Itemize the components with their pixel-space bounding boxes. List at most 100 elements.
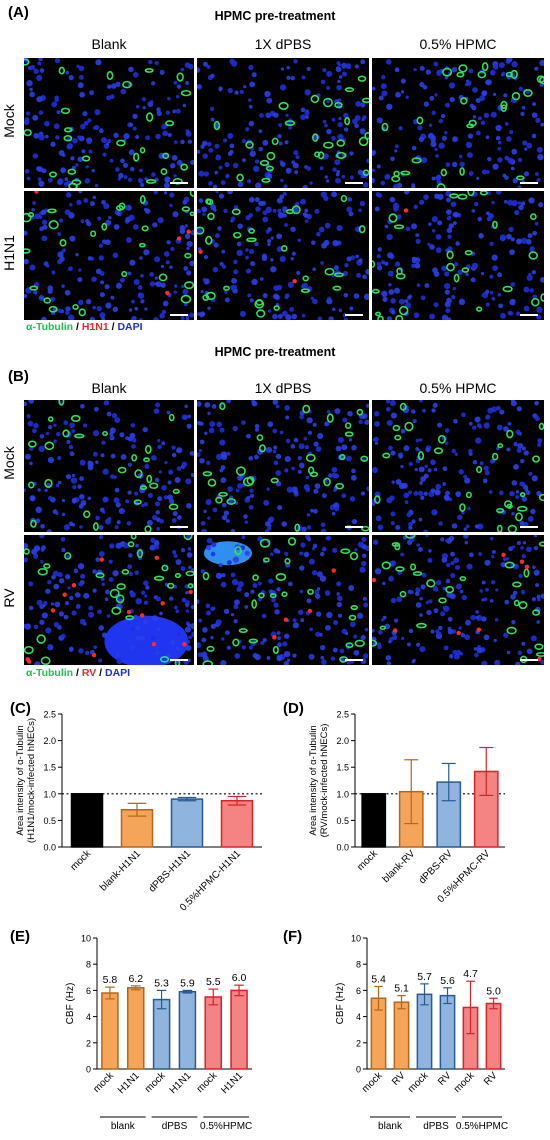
legend-rv: RV [81,667,97,679]
data-label: 5.4 [371,973,386,985]
x-tick-label: mock [452,1070,477,1095]
data-label: 5.0 [486,985,501,997]
y-tick-label: 1.5 [336,763,349,773]
x-tick-label: H1N1 [168,1070,194,1096]
panel-a-legend: α-Tubulin / H1N1 / DAPI [26,321,143,333]
x-tick-label: RV [390,1070,408,1088]
bar [439,994,456,1070]
chart-d: 0.0 0.5 1.0 1.5 2.0 2.5 Area intensity of α-Tu… [308,710,505,905]
legend-dapi-b: DAPI [105,667,131,679]
chart-f: 0 2 4 6 8 10 CBF (Hz) 5.4 mock 5.1 RV 5.7 mock 5.6 RV 4… [335,934,508,1133]
bar [204,996,223,1070]
bar [101,992,119,1070]
legend-h1n1: H1N1 [81,321,109,333]
data-label: 5.9 [180,977,195,989]
y-tick-label: 4 [356,1012,361,1022]
panel-a-col-dpbs: 1X dPBS [254,36,312,52]
panel-c-label: (C) [10,700,31,717]
panel-b-row-mock: Mock [1,446,17,480]
panel-b-col-hpmc: 0.5% HPMC [419,380,497,396]
panel-b-legend: α-Tubulin / RV / DAPI [26,667,131,679]
bar [152,998,171,1070]
data-label: 5.8 [103,974,118,986]
data-label: 6.0 [232,972,247,984]
y-tick-label: 2 [86,1038,91,1048]
x-tick-label: mock [143,1070,168,1095]
micrograph-b-mock-blank [24,400,194,532]
bar [70,793,104,848]
group-label: dPBS [162,1121,188,1132]
micrograph-a-mock-blank [24,58,194,188]
y-axis-label-2: (H1N1/mock-infected hNECs) [26,718,37,843]
y-tick-label: 0.0 [43,843,56,853]
x-tick-label: mock [68,848,93,873]
data-label: 5.6 [440,975,455,987]
y-tick-label: 0.5 [336,816,349,826]
y-tick-label: 2.5 [43,710,56,720]
data-label: 5.7 [417,971,432,983]
micrograph-b-rv-blank [24,535,194,665]
panel-a-col-hpmc: 0.5% HPMC [419,36,497,52]
y-tick-label: 1.0 [336,789,349,799]
x-tick-label: dPBS-RV [417,848,455,886]
chart-e: 0 2 4 6 8 10 CBF (Hz) 5.8 mock 6.2 H1N1 5.3 mock 5.9 H… [65,934,252,1133]
y-tick-label: 1.0 [43,789,56,799]
bar [361,793,387,848]
y-tick-label: 0.0 [336,843,349,853]
micrograph-a-h1n1-blank [24,191,194,320]
x-tick-label: mock [406,1070,431,1095]
panel-e-label: (E) [10,928,30,945]
x-tick-label: dPBS-H1N1 [147,848,194,895]
y-tick-label: 2.0 [336,736,349,746]
group-label: blank [378,1121,403,1132]
micrograph-a-h1n1-dpbs [197,191,369,320]
group-label: 0.5%HPMC [456,1121,508,1132]
micrograph-b-rv-hpmc [372,535,544,665]
bar [416,993,433,1070]
y-axis-label: Area intensity of α-Tubulin [308,725,319,835]
y-tick-label: 0 [356,1065,361,1075]
x-tick-label: mock [91,1070,116,1095]
y-tick-label: 0 [86,1065,91,1075]
legend-tubulin-b: α-Tubulin [26,667,74,679]
micrograph-b-mock-dpbs [197,400,369,532]
x-tick-label: H1N1 [116,1070,142,1096]
bar [126,987,145,1070]
y-axis-label-2: (RV/mock-infected hNECs) [319,724,330,838]
y-tick-label: 4 [86,1012,91,1022]
group-label: blank [111,1121,136,1132]
y-tick-label: 2 [356,1038,361,1048]
panel-d-label: (D) [283,700,304,717]
panel-a-col-blank: Blank [91,36,127,52]
y-axis-label: CBF (Hz) [65,983,76,1025]
panel-a-label: (A) [8,4,29,21]
panel-a-row-h1n1: H1N1 [1,235,17,271]
data-label: 5.1 [394,983,409,995]
y-tick-label: 10 [81,934,91,944]
x-tick-label: blank-RV [381,848,418,885]
panel-a-title: HPMC pre-treatment [214,9,336,23]
panel-b-col-blank: Blank [91,380,127,396]
bar [220,799,254,848]
x-tick-label: mock [195,1070,220,1095]
x-tick-label: H1N1 [219,1070,245,1096]
micrograph-b-mock-hpmc [372,400,544,532]
panel-f-label: (F) [283,928,303,945]
bar [393,1001,410,1070]
y-tick-label: 2.5 [336,710,349,720]
bar [230,989,248,1070]
panel-b-label: (B) [8,368,29,385]
y-tick-label: 6 [356,986,361,996]
x-tick-label: mock [360,1070,385,1095]
data-label: 4.7 [463,968,478,980]
y-tick-label: 2.0 [43,736,56,746]
panel-b-row-rv: RV [1,588,17,608]
x-tick-label: blank-H1N1 [98,848,143,893]
y-axis-label: CBF (Hz) [335,983,346,1025]
micrograph-a-h1n1-hpmc [372,191,544,320]
panel-b-col-dpbs: 1X dPBS [254,380,312,396]
group-label: dPBS [423,1121,449,1132]
chart-c: 0.0 0.5 1.0 1.5 2.0 2.5 Area intensity of α-Tu… [15,710,262,913]
x-tick-label: RV [482,1070,500,1088]
y-tick-label: 1.5 [43,763,56,773]
